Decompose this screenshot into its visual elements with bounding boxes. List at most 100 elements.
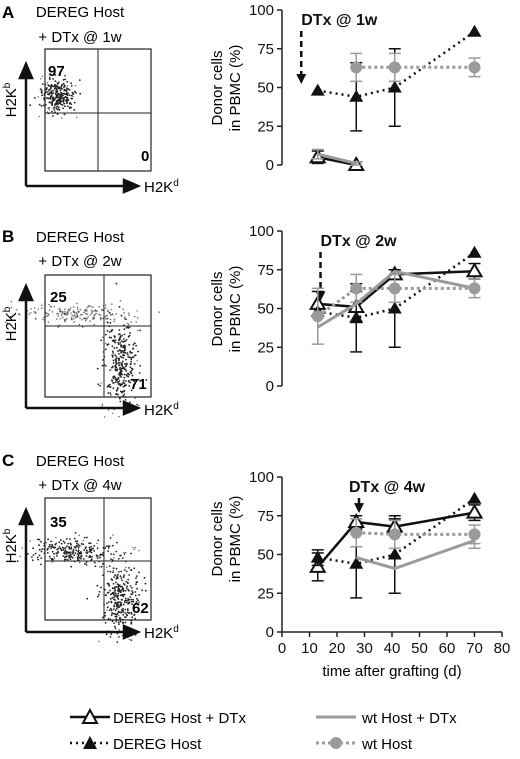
flow-event-dot bbox=[134, 547, 137, 549]
flow-event-dot bbox=[111, 544, 114, 547]
flow-event-dot bbox=[70, 543, 72, 546]
flow-event-dot bbox=[62, 94, 64, 97]
lower-right-percentage: 62 bbox=[132, 600, 149, 617]
flow-event-dot bbox=[96, 556, 98, 558]
flow-event-dot bbox=[115, 359, 118, 361]
flow-event-dot bbox=[70, 94, 73, 97]
flow-event-dot bbox=[67, 542, 70, 545]
flow-event-dot bbox=[58, 307, 61, 310]
flow-event-dot bbox=[57, 326, 59, 328]
lower-right-percentage: 0 bbox=[141, 148, 149, 165]
flow-event-dot bbox=[134, 591, 137, 593]
flow-event-dot bbox=[55, 97, 57, 99]
flow-event-dot bbox=[114, 369, 117, 372]
flow-event-dot bbox=[121, 367, 123, 370]
flow-event-dot bbox=[105, 633, 108, 636]
flow-event-dot bbox=[33, 310, 35, 313]
flow-event-dot bbox=[59, 310, 61, 313]
flow-event-dot bbox=[33, 97, 36, 99]
flow-event-dot bbox=[114, 341, 117, 344]
flow-event-dot bbox=[113, 336, 116, 339]
flow-event-dot bbox=[125, 570, 128, 573]
flow-event-dot bbox=[52, 112, 54, 115]
flow-event-dot bbox=[87, 316, 90, 318]
legend-item-dereg: DEREG Host bbox=[70, 736, 202, 753]
flow-event-dot bbox=[135, 602, 137, 605]
flow-event-dot bbox=[97, 595, 99, 598]
x-tick-label: 80 bbox=[494, 640, 511, 657]
flow-event-dot bbox=[72, 551, 75, 553]
flow-event-dot bbox=[111, 612, 113, 614]
flow-event-dot bbox=[32, 547, 34, 550]
flow-event-dot bbox=[74, 85, 77, 87]
flow-event-dot bbox=[109, 537, 112, 539]
flow-event-dot bbox=[116, 387, 119, 389]
flow-title-line2: + DTx @ 1w bbox=[38, 29, 121, 46]
flow-event-dot bbox=[76, 553, 79, 555]
flow-event-dot bbox=[72, 306, 75, 308]
flow-event-dot bbox=[101, 309, 104, 312]
flow-event-dot bbox=[50, 545, 52, 548]
flow-event-dot bbox=[69, 553, 72, 556]
flow-event-dot bbox=[120, 373, 123, 376]
flow-event-dot bbox=[120, 351, 122, 354]
flow-event-dot bbox=[129, 585, 132, 587]
flow-title-line2: + DTx @ 4w bbox=[38, 477, 121, 494]
flow-event-dot bbox=[40, 89, 43, 91]
flow-event-dot bbox=[139, 329, 142, 332]
series-line bbox=[316, 286, 475, 318]
flow-event-dot bbox=[56, 90, 59, 93]
flow-event-dot bbox=[82, 317, 85, 320]
flow-event-dot bbox=[130, 372, 133, 375]
flow-event-dot bbox=[141, 589, 144, 592]
flow-event-dot bbox=[113, 604, 116, 607]
flow-event-dot bbox=[73, 311, 76, 314]
flow-event-dot bbox=[97, 555, 99, 557]
flow-event-dot bbox=[129, 401, 131, 404]
flow-event-dot bbox=[128, 611, 131, 614]
flow-event-dot bbox=[125, 616, 127, 618]
flow-event-dot bbox=[134, 617, 137, 620]
flow-event-dot bbox=[115, 585, 118, 588]
flow-event-dot bbox=[107, 310, 109, 313]
flow-event-dot bbox=[93, 561, 96, 564]
flow-event-dot bbox=[112, 359, 115, 362]
legend-label: wt Host + DTx bbox=[361, 710, 457, 727]
flow-event-dot bbox=[64, 550, 66, 553]
flow-event-dot bbox=[38, 115, 40, 118]
data-point-circle bbox=[468, 61, 481, 74]
flow-event-dot bbox=[115, 595, 117, 598]
flow-dots-upper bbox=[4, 299, 161, 329]
flow-event-dot bbox=[29, 540, 31, 542]
flow-event-dot bbox=[102, 336, 104, 338]
flow-event-dot bbox=[85, 561, 88, 563]
flow-event-dot bbox=[48, 107, 51, 109]
flow-event-dot bbox=[123, 324, 125, 327]
flow-event-dot bbox=[118, 306, 121, 308]
flow-event-dot bbox=[62, 540, 65, 543]
flow-event-dot bbox=[90, 306, 92, 308]
flow-event-dot bbox=[57, 547, 60, 550]
flow-event-dot bbox=[118, 383, 121, 385]
flow-event-dot bbox=[114, 592, 117, 595]
flow-event-dot bbox=[47, 107, 50, 109]
flow-event-dot bbox=[49, 101, 51, 104]
flow-event-dot bbox=[130, 321, 132, 323]
flow-event-dot bbox=[48, 78, 51, 80]
flow-event-dot bbox=[126, 611, 129, 614]
flow-event-dot bbox=[78, 323, 81, 326]
flow-event-dot bbox=[51, 561, 53, 563]
x-tick-label: 30 bbox=[356, 640, 373, 657]
flow-event-dot bbox=[68, 102, 71, 105]
flow-event-dot bbox=[123, 389, 126, 392]
flow-event-dot bbox=[52, 92, 55, 94]
flow-event-dot bbox=[66, 88, 69, 90]
flow-event-dot bbox=[55, 318, 58, 320]
flow-event-dot bbox=[117, 588, 120, 591]
flow-event-dot bbox=[70, 565, 73, 568]
data-point-circle bbox=[388, 282, 401, 295]
flow-event-dot bbox=[72, 310, 75, 312]
flow-event-dot bbox=[128, 314, 131, 316]
flow-event-dot bbox=[43, 319, 46, 321]
flow-event-dot bbox=[79, 561, 81, 564]
